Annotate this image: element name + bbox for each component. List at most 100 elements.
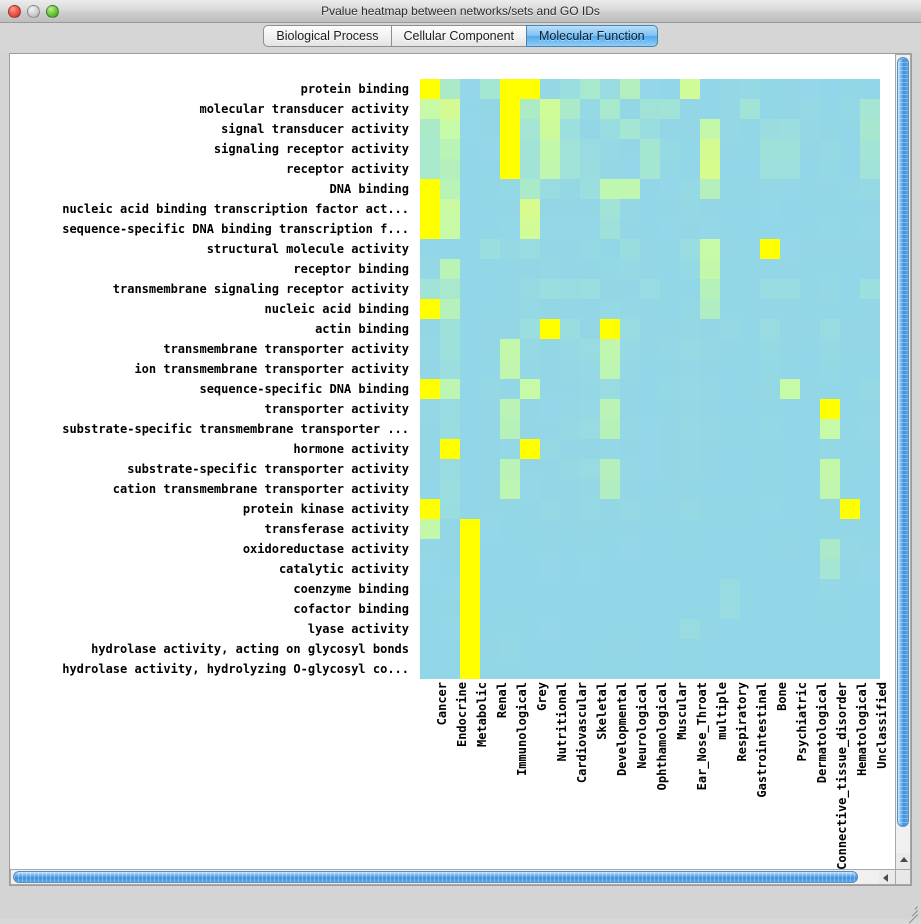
- heatmap-cell[interactable]: [860, 599, 880, 619]
- heatmap-cell[interactable]: [540, 199, 560, 219]
- heatmap-cell[interactable]: [440, 639, 460, 659]
- heatmap-cell[interactable]: [800, 499, 820, 519]
- heatmap-cell[interactable]: [560, 319, 580, 339]
- heatmap-cell[interactable]: [460, 499, 480, 519]
- heatmap-cell[interactable]: [740, 539, 760, 559]
- heatmap-cell[interactable]: [440, 479, 460, 499]
- heatmap-cell[interactable]: [800, 79, 820, 99]
- heatmap-cell[interactable]: [660, 579, 680, 599]
- heatmap-cell[interactable]: [720, 539, 740, 559]
- heatmap-cell[interactable]: [460, 299, 480, 319]
- heatmap-cell[interactable]: [620, 459, 640, 479]
- heatmap-cell[interactable]: [800, 219, 820, 239]
- heatmap-cell[interactable]: [420, 119, 440, 139]
- heatmap-cell[interactable]: [500, 179, 520, 199]
- heatmap-cell[interactable]: [760, 459, 780, 479]
- heatmap-cell[interactable]: [700, 499, 720, 519]
- heatmap-cell[interactable]: [760, 239, 780, 259]
- heatmap-cell[interactable]: [560, 639, 580, 659]
- heatmap-cell[interactable]: [520, 399, 540, 419]
- heatmap-cell[interactable]: [520, 619, 540, 639]
- heatmap-cell[interactable]: [520, 99, 540, 119]
- heatmap-cell[interactable]: [680, 619, 700, 639]
- heatmap-cell[interactable]: [780, 99, 800, 119]
- heatmap-cell[interactable]: [600, 499, 620, 519]
- heatmap-cell[interactable]: [560, 279, 580, 299]
- heatmap-cell[interactable]: [520, 539, 540, 559]
- heatmap-cell[interactable]: [840, 239, 860, 259]
- heatmap-cell[interactable]: [760, 579, 780, 599]
- heatmap-cell[interactable]: [600, 119, 620, 139]
- heatmap-cell[interactable]: [760, 599, 780, 619]
- heatmap-cell[interactable]: [600, 239, 620, 259]
- heatmap-cell[interactable]: [620, 439, 640, 459]
- heatmap-cell[interactable]: [560, 219, 580, 239]
- heatmap-cell[interactable]: [720, 559, 740, 579]
- heatmap-cell[interactable]: [840, 579, 860, 599]
- heatmap-cell[interactable]: [760, 359, 780, 379]
- heatmap-cell[interactable]: [480, 319, 500, 339]
- heatmap-cell[interactable]: [660, 379, 680, 399]
- heatmap-cell[interactable]: [640, 119, 660, 139]
- heatmap-cell[interactable]: [840, 359, 860, 379]
- heatmap-cell[interactable]: [680, 99, 700, 119]
- heatmap-cell[interactable]: [720, 279, 740, 299]
- heatmap-cell[interactable]: [700, 119, 720, 139]
- heatmap-cell[interactable]: [720, 379, 740, 399]
- heatmap-cell[interactable]: [680, 539, 700, 559]
- heatmap-cell[interactable]: [440, 539, 460, 559]
- heatmap-cell[interactable]: [660, 479, 680, 499]
- heatmap-cell[interactable]: [580, 419, 600, 439]
- heatmap-cell[interactable]: [480, 99, 500, 119]
- heatmap-cell[interactable]: [560, 419, 580, 439]
- heatmap-cell[interactable]: [780, 319, 800, 339]
- heatmap-cell[interactable]: [740, 419, 760, 439]
- heatmap-cell[interactable]: [800, 459, 820, 479]
- heatmap-cell[interactable]: [860, 639, 880, 659]
- heatmap-cell[interactable]: [720, 119, 740, 139]
- heatmap-cell[interactable]: [660, 279, 680, 299]
- heatmap-cell[interactable]: [840, 119, 860, 139]
- heatmap-cell[interactable]: [660, 519, 680, 539]
- heatmap-cell[interactable]: [720, 159, 740, 179]
- heatmap-cell[interactable]: [640, 239, 660, 259]
- heatmap-cell[interactable]: [560, 659, 580, 679]
- heatmap-cell[interactable]: [680, 639, 700, 659]
- heatmap-cell[interactable]: [500, 419, 520, 439]
- heatmap-cell[interactable]: [700, 579, 720, 599]
- heatmap-cell[interactable]: [520, 179, 540, 199]
- heatmap-cell[interactable]: [520, 319, 540, 339]
- heatmap-cell[interactable]: [760, 159, 780, 179]
- heatmap-cell[interactable]: [740, 519, 760, 539]
- heatmap-cell[interactable]: [520, 659, 540, 679]
- heatmap-cell[interactable]: [740, 559, 760, 579]
- heatmap-cell[interactable]: [840, 659, 860, 679]
- heatmap-cell[interactable]: [460, 519, 480, 539]
- heatmap-cell[interactable]: [860, 319, 880, 339]
- heatmap-cell[interactable]: [460, 119, 480, 139]
- heatmap-cell[interactable]: [800, 299, 820, 319]
- heatmap-cell[interactable]: [760, 499, 780, 519]
- heatmap-cell[interactable]: [820, 259, 840, 279]
- heatmap-cell[interactable]: [500, 619, 520, 639]
- heatmap-cell[interactable]: [620, 639, 640, 659]
- heatmap-cell[interactable]: [680, 579, 700, 599]
- heatmap-cell[interactable]: [680, 599, 700, 619]
- heatmap-cell[interactable]: [620, 159, 640, 179]
- heatmap-cell[interactable]: [580, 459, 600, 479]
- heatmap-cell[interactable]: [560, 519, 580, 539]
- heatmap-cell[interactable]: [720, 199, 740, 219]
- heatmap-cell[interactable]: [580, 599, 600, 619]
- heatmap-cell[interactable]: [640, 459, 660, 479]
- heatmap-cell[interactable]: [440, 119, 460, 139]
- heatmap-cell[interactable]: [520, 359, 540, 379]
- heatmap-cell[interactable]: [840, 259, 860, 279]
- heatmap-cell[interactable]: [700, 359, 720, 379]
- heatmap-cell[interactable]: [600, 639, 620, 659]
- heatmap-cell[interactable]: [840, 139, 860, 159]
- heatmap-cell[interactable]: [500, 479, 520, 499]
- heatmap-cell[interactable]: [500, 439, 520, 459]
- heatmap-cell[interactable]: [760, 339, 780, 359]
- heatmap-cell[interactable]: [740, 499, 760, 519]
- heatmap-cell[interactable]: [640, 259, 660, 279]
